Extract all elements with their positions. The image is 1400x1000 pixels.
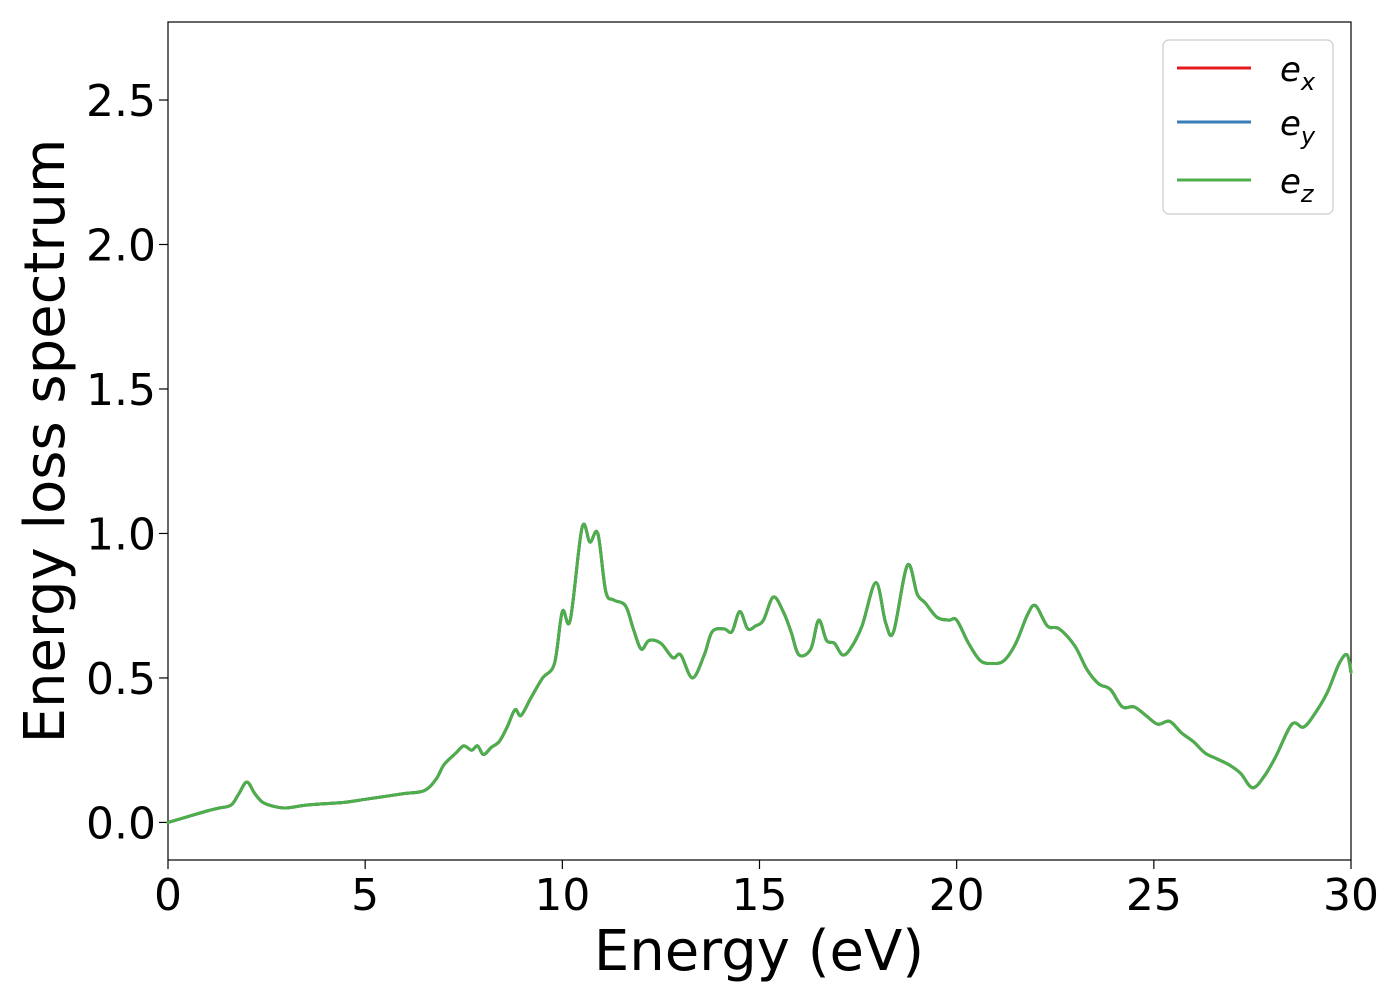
- x-tick-label: 25: [1126, 870, 1182, 921]
- y-axis-ticks: 0.0 0.5 1.0 1.5 2.0 2.5: [86, 76, 168, 849]
- y-tick-label: 2.0: [86, 221, 156, 272]
- series-layer: [166, 522, 1353, 824]
- x-axis-ticks: 0 5 10 15 20 25 30: [154, 860, 1379, 921]
- y-tick-label: 2.5: [86, 76, 156, 127]
- y-tick-label: 0.5: [86, 654, 156, 705]
- x-axis-label: Energy (eV): [594, 919, 924, 984]
- y-axis-label: Energy loss spectrum: [13, 139, 78, 744]
- x-tick-label: 10: [534, 870, 590, 921]
- x-tick-label: 30: [1323, 870, 1379, 921]
- legend-label-ey: ey: [1280, 104, 1316, 150]
- x-tick-label: 20: [929, 870, 985, 921]
- y-tick-label: 1.0: [86, 509, 156, 560]
- legend-frame: [1162, 39, 1334, 215]
- y-tick-label: 0.0: [86, 798, 156, 849]
- legend-label-ex: ex: [1280, 50, 1316, 96]
- series-line-ez: [166, 522, 1353, 824]
- legend-label-ez: ez: [1280, 162, 1315, 208]
- x-tick-label: 0: [154, 870, 182, 921]
- x-tick-label: 5: [351, 870, 379, 921]
- y-tick-label: 1.5: [86, 365, 156, 416]
- legend: ex ey ez: [1162, 39, 1334, 215]
- x-tick-label: 15: [732, 870, 788, 921]
